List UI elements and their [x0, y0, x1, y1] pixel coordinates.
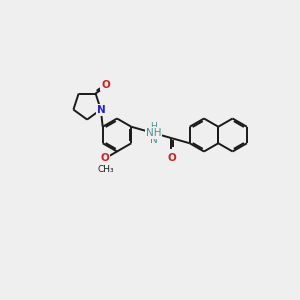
- Text: N: N: [97, 105, 106, 115]
- Text: O: O: [100, 153, 109, 163]
- Text: methoxy: methoxy: [103, 172, 109, 173]
- Text: O: O: [101, 80, 110, 90]
- Text: O: O: [167, 153, 176, 163]
- Text: N: N: [150, 135, 158, 145]
- Text: CH₃: CH₃: [97, 165, 114, 174]
- Text: NH: NH: [146, 128, 161, 138]
- Text: H: H: [150, 122, 157, 131]
